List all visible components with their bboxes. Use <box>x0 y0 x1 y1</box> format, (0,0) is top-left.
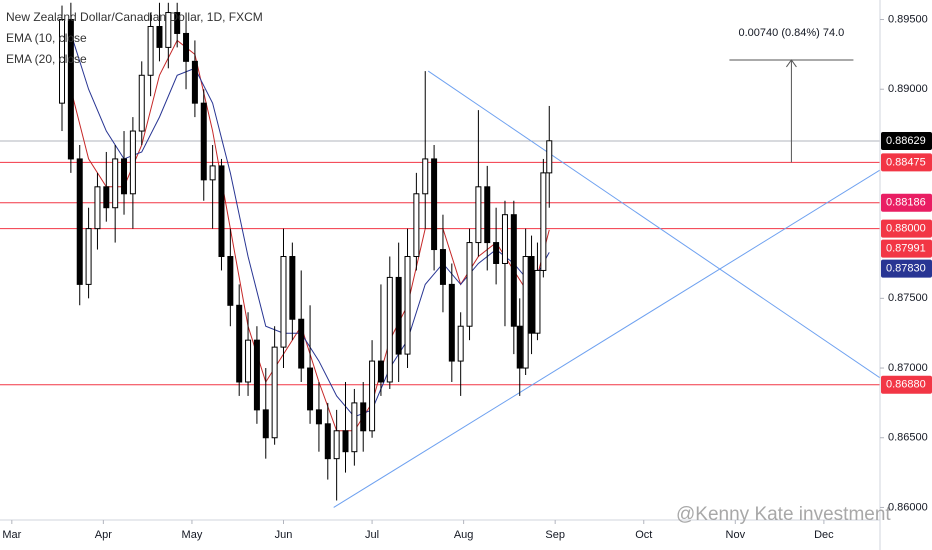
candle-body <box>236 304 243 383</box>
candle-body <box>85 228 92 285</box>
plot-area: 0.00740 (0.84%) 74.0 <box>0 2 880 508</box>
candle-body <box>501 214 508 264</box>
price-tag <box>881 375 932 394</box>
candle-body <box>522 256 529 369</box>
trendline <box>333 169 880 508</box>
candle-body <box>147 25 154 76</box>
candle-body <box>227 256 234 306</box>
candle-body <box>493 242 500 264</box>
candle-body <box>342 430 349 453</box>
candle-body <box>540 172 547 271</box>
candle-body <box>431 158 438 251</box>
x-tick-label: Oct <box>635 529 652 541</box>
candle-body <box>138 74 145 132</box>
x-tick-label: May <box>182 529 203 541</box>
candle-body <box>200 102 207 181</box>
candle-body <box>534 269 541 334</box>
x-tick-label: Dec <box>814 529 834 541</box>
candle-body <box>422 158 429 195</box>
y-tick-label: 0.87500 <box>888 292 928 304</box>
price-tag-label: 0.88000 <box>886 223 926 235</box>
candle-body <box>191 60 198 104</box>
candle-body <box>165 12 172 48</box>
x-tick-label: Aug <box>454 529 474 541</box>
candle-body <box>439 249 446 285</box>
candle-body <box>298 318 305 369</box>
x-tick-label: Mar <box>2 529 21 541</box>
candle-body <box>129 130 136 195</box>
x-tick-label: Sep <box>545 529 565 541</box>
candle-body <box>484 186 491 244</box>
x-tick-label: Jun <box>275 529 293 541</box>
candle-body <box>103 186 110 209</box>
candle-body <box>457 325 464 362</box>
candle-body <box>253 339 260 411</box>
watermark: @Kenny Kate investment <box>676 504 891 525</box>
candle-body <box>262 409 269 439</box>
candle-body <box>351 402 358 453</box>
candle-body <box>528 256 535 334</box>
x-tick-label: Apr <box>95 529 112 541</box>
candle-body <box>413 193 420 258</box>
measure-label: 0.00740 (0.84%) 74.0 <box>739 27 845 39</box>
candle-body <box>271 346 278 439</box>
legend-entry: EMA (20, close <box>6 52 87 66</box>
candle-body <box>377 360 384 383</box>
candle-body <box>386 276 393 383</box>
x-tick-label: Nov <box>726 529 746 541</box>
price-tag <box>881 219 932 238</box>
candle-body <box>156 25 163 48</box>
candle-body <box>174 12 181 34</box>
candle-body <box>209 165 216 181</box>
price-tag <box>881 259 932 278</box>
y-tick-label: 0.89500 <box>888 13 928 25</box>
candle-body <box>510 214 517 327</box>
y-tick-label: 0.86500 <box>888 432 928 444</box>
price-tag <box>881 153 932 172</box>
x-tick-label: Jul <box>365 529 379 541</box>
candle-body <box>218 165 225 258</box>
trendline <box>427 70 880 379</box>
candle-body <box>369 360 376 432</box>
candle-body <box>324 423 331 460</box>
candle-body <box>76 158 83 285</box>
candle-body <box>448 283 455 362</box>
candle-body <box>360 402 367 432</box>
price-tag-label: 0.88629 <box>886 135 926 147</box>
price-tag-label: 0.87991 <box>886 243 926 255</box>
candle-body <box>280 256 287 348</box>
candle-body <box>67 19 74 160</box>
y-tick-label: 0.86000 <box>888 501 928 513</box>
price-tag <box>881 239 932 258</box>
price-tag-label: 0.86880 <box>886 379 926 391</box>
candle-body <box>245 339 252 383</box>
candle-body <box>315 409 322 425</box>
candle-body <box>516 325 523 369</box>
price-tag <box>881 131 932 150</box>
candle-body <box>466 242 473 327</box>
candle-body <box>404 256 411 355</box>
candle-body <box>475 186 482 244</box>
axes: 0.89500 0.89000 0.87500 0.87000 0.86500 0.860… <box>2 13 932 541</box>
price-tag <box>881 193 932 212</box>
price-tag-label: 0.88186 <box>886 197 926 209</box>
price-tag-label: 0.87830 <box>886 263 926 275</box>
candle-body <box>121 158 128 195</box>
candle-body <box>59 19 66 104</box>
candle-body <box>395 276 402 355</box>
candle-body <box>333 430 340 460</box>
candle-body <box>546 140 553 174</box>
candle-body <box>307 367 314 411</box>
candle-body <box>289 256 296 320</box>
price-tag-label: 0.88475 <box>886 156 926 168</box>
candle-body <box>112 158 119 209</box>
candle-body <box>94 186 101 230</box>
chart-title: New Zealand Dollar/Canadian Dollar, 1D, … <box>6 10 263 24</box>
legend-entry: EMA (10, close <box>6 31 87 45</box>
candle-body <box>183 32 190 62</box>
y-tick-label: 0.87000 <box>888 362 928 374</box>
y-tick-label: 0.89000 <box>888 83 928 95</box>
